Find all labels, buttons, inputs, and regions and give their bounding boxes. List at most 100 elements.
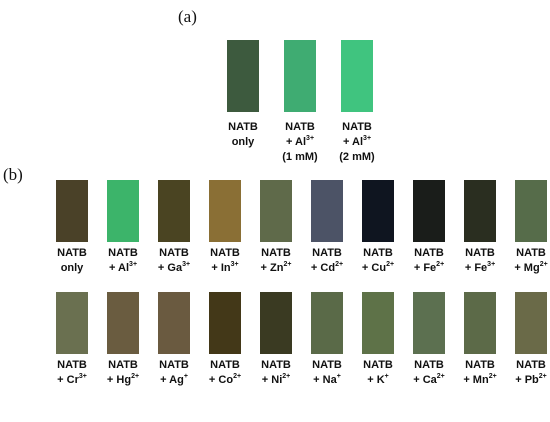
ion-charge: 2+ bbox=[386, 261, 394, 268]
sample-label: NATB bbox=[465, 359, 495, 371]
ion-charge: 3+ bbox=[79, 373, 87, 380]
sample-label: NATB bbox=[414, 247, 444, 259]
swatch bbox=[413, 180, 445, 242]
swatch bbox=[260, 292, 292, 354]
sample-label: + Na+ bbox=[313, 373, 341, 386]
sample-label: + Mg2+ bbox=[514, 261, 547, 274]
sample-label: + Al3+ bbox=[343, 135, 371, 148]
ion-label: + Na bbox=[313, 374, 337, 386]
ion-charge: 3+ bbox=[182, 261, 190, 268]
swatch bbox=[260, 180, 292, 242]
swatch bbox=[209, 292, 241, 354]
ion-label: + Fe bbox=[465, 262, 487, 274]
sample-label: NATB bbox=[159, 359, 189, 371]
sample-label: NATB bbox=[285, 121, 315, 133]
sample-label: + Cd2+ bbox=[311, 261, 343, 274]
ion-label: + Al bbox=[343, 136, 363, 148]
swatch bbox=[227, 40, 259, 112]
sample-label: (1 mM) bbox=[282, 151, 318, 163]
sample-label: + Al3+ bbox=[109, 261, 137, 274]
ion-label: + Co bbox=[209, 374, 233, 386]
sample-label: NATB bbox=[210, 359, 240, 371]
swatch bbox=[413, 292, 445, 354]
swatch bbox=[107, 292, 139, 354]
ion-label: + Ag bbox=[160, 374, 184, 386]
ion-label: + Mg bbox=[514, 262, 539, 274]
swatch bbox=[158, 292, 190, 354]
ion-charge: 2+ bbox=[282, 373, 290, 380]
sample-label: NATB bbox=[312, 247, 342, 259]
sample-label: NATB bbox=[228, 121, 258, 133]
sample-label: + Ga3+ bbox=[158, 261, 190, 274]
panel-label: (b) bbox=[3, 165, 23, 184]
ion-label: + Cr bbox=[57, 374, 79, 386]
ion-label: + Pb bbox=[515, 374, 539, 386]
ion-label: + Ga bbox=[158, 262, 183, 274]
swatch bbox=[56, 292, 88, 354]
ion-charge: 3+ bbox=[231, 261, 239, 268]
sample-label: NATB bbox=[312, 359, 342, 371]
sample-label: + Zn2+ bbox=[261, 261, 292, 274]
sample-label: NATB bbox=[210, 247, 240, 259]
sample-label: NATB bbox=[108, 247, 138, 259]
ion-label: + Zn bbox=[261, 262, 284, 274]
sample-label: + Co2+ bbox=[209, 373, 241, 386]
ion-charge: 2+ bbox=[539, 373, 547, 380]
swatch bbox=[158, 180, 190, 242]
ion-label: + K bbox=[367, 374, 384, 386]
ion-label: + Ca bbox=[413, 374, 437, 386]
ion-charge: 3+ bbox=[363, 135, 371, 142]
sample-label: NATB bbox=[516, 247, 546, 259]
sample-label: + Fe3+ bbox=[465, 261, 495, 274]
ion-charge: 2+ bbox=[436, 261, 444, 268]
ion-charge: 2+ bbox=[131, 373, 139, 380]
sample-label: + Ca2+ bbox=[413, 373, 445, 386]
sample-label: NATB bbox=[465, 247, 495, 259]
sample-label: NATB bbox=[363, 359, 393, 371]
swatch bbox=[515, 292, 547, 354]
ion-label: + In bbox=[211, 262, 231, 274]
sample-label: only bbox=[232, 136, 255, 148]
sample-label: + Ni2+ bbox=[262, 373, 290, 386]
sample-label: + Hg2+ bbox=[107, 373, 139, 386]
swatch bbox=[209, 180, 241, 242]
ion-charge: 3+ bbox=[129, 261, 137, 268]
ion-label: + Al bbox=[286, 136, 306, 148]
ion-charge: 2+ bbox=[335, 261, 343, 268]
panel-label: (a) bbox=[178, 7, 197, 26]
ion-charge: + bbox=[184, 373, 188, 380]
sample-label: NATB bbox=[108, 359, 138, 371]
swatch bbox=[107, 180, 139, 242]
ion-charge: + bbox=[337, 373, 341, 380]
ion-charge: 2+ bbox=[283, 261, 291, 268]
sample-label: + Cr3+ bbox=[57, 373, 87, 386]
ion-label: + Al bbox=[109, 262, 129, 274]
swatch bbox=[464, 292, 496, 354]
swatch bbox=[515, 180, 547, 242]
ion-charge: 2+ bbox=[489, 373, 497, 380]
swatch bbox=[362, 180, 394, 242]
swatch bbox=[311, 180, 343, 242]
sample-label: NATB bbox=[414, 359, 444, 371]
ion-label: + Mn bbox=[463, 374, 489, 386]
sample-label: + Fe2+ bbox=[414, 261, 444, 274]
ion-charge: 3+ bbox=[487, 261, 495, 268]
ion-label: + Ni bbox=[262, 374, 282, 386]
ion-charge: + bbox=[385, 373, 389, 380]
sample-label: only bbox=[61, 262, 84, 274]
swatch bbox=[464, 180, 496, 242]
swatch bbox=[284, 40, 316, 112]
swatch bbox=[362, 292, 394, 354]
ion-charge: 2+ bbox=[437, 373, 445, 380]
sample-label: NATB bbox=[261, 247, 291, 259]
sample-label: NATB bbox=[57, 247, 87, 259]
swatch bbox=[341, 40, 373, 112]
ion-label: + Fe bbox=[414, 262, 436, 274]
sample-label: NATB bbox=[342, 121, 372, 133]
sample-label: + Ag+ bbox=[160, 373, 188, 386]
sample-label: + Cu2+ bbox=[362, 261, 394, 274]
swatch bbox=[56, 180, 88, 242]
sample-label: NATB bbox=[261, 359, 291, 371]
ion-charge: 2+ bbox=[233, 373, 241, 380]
